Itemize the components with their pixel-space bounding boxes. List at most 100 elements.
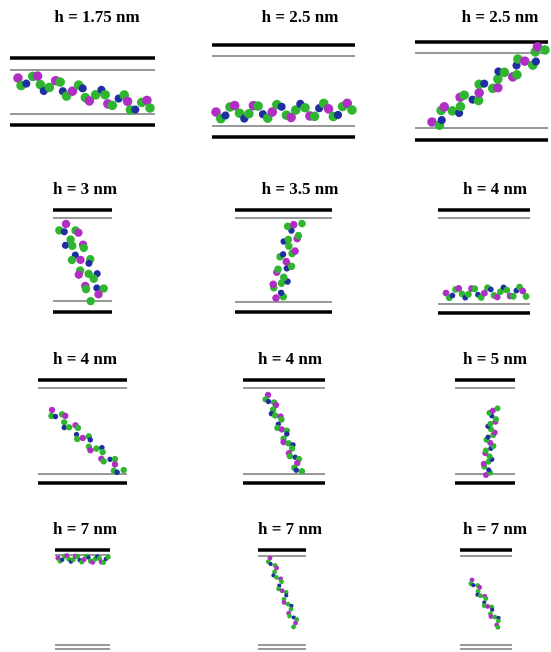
bead [295, 232, 303, 240]
bead [500, 68, 510, 78]
bead [269, 562, 273, 566]
bead [93, 445, 99, 451]
bead [484, 596, 489, 601]
bead [532, 57, 540, 65]
panel-label: h = 7 nm [463, 519, 527, 538]
bead [145, 103, 155, 113]
bead [486, 467, 491, 472]
bead [274, 265, 282, 273]
bead [253, 101, 263, 111]
bead [75, 270, 83, 278]
bead [94, 290, 102, 298]
bead [456, 102, 466, 112]
bead [512, 70, 522, 80]
bead [310, 112, 320, 122]
panel-label: h = 3.5 nm [262, 179, 339, 198]
bead [62, 220, 70, 228]
bead [66, 424, 72, 430]
bead [290, 221, 298, 229]
bead [287, 453, 293, 459]
bead [465, 291, 472, 298]
bead [266, 399, 271, 404]
bead [480, 80, 488, 88]
panel: h = 7 nm [258, 519, 322, 649]
bead [99, 449, 105, 455]
figure: h = 1.75 nm h = 2.5 nm h = 2.5 nm h = 3 … [0, 0, 551, 652]
bead [90, 275, 98, 283]
bead [80, 435, 86, 441]
bead [279, 579, 284, 584]
bead [101, 458, 107, 464]
bead [75, 425, 81, 431]
bead [300, 103, 310, 113]
bead [76, 256, 84, 264]
bead [280, 251, 286, 257]
panel-label: h = 2.5 nm [462, 7, 539, 26]
bead [478, 593, 483, 598]
bead [272, 294, 280, 302]
bead [495, 405, 501, 411]
panel-label: h = 5 nm [463, 349, 527, 368]
bead [503, 287, 510, 294]
bead [284, 593, 288, 597]
bead [450, 293, 456, 299]
bead [55, 77, 65, 87]
bead [540, 45, 550, 55]
bead [49, 407, 55, 413]
panel-label: h = 1.75 nm [54, 7, 139, 26]
bead [294, 467, 299, 472]
bead [283, 258, 291, 266]
bead [61, 419, 67, 425]
bead [106, 554, 111, 559]
bead [121, 467, 127, 473]
bead [88, 437, 93, 442]
bead [244, 109, 254, 119]
bead [112, 461, 118, 467]
bead [278, 103, 286, 111]
bead [459, 90, 469, 100]
panel-label: h = 4 nm [463, 179, 527, 198]
bead [486, 435, 491, 440]
bead [22, 80, 30, 88]
bead [471, 285, 478, 292]
bead [79, 84, 87, 92]
bead [493, 83, 503, 93]
bead [280, 273, 288, 281]
bead [53, 414, 58, 419]
bead [347, 105, 357, 115]
bead [100, 90, 110, 100]
bead [285, 236, 293, 244]
bead [483, 448, 489, 454]
molecules [13, 42, 550, 630]
panel-label: h = 3 nm [53, 179, 117, 198]
bead [74, 436, 80, 442]
bead [33, 71, 43, 81]
bead [221, 111, 229, 119]
bead [61, 228, 68, 235]
panel-label: h = 2.5 nm [262, 7, 339, 26]
bead [488, 287, 494, 293]
bead [62, 413, 68, 419]
bead [85, 260, 92, 267]
bead [114, 470, 119, 475]
bead [291, 247, 299, 255]
panel-label: h = 4 nm [258, 349, 322, 368]
bead [490, 608, 494, 612]
bead [108, 101, 118, 111]
bead [68, 242, 76, 250]
panel-label: h = 7 nm [53, 519, 117, 538]
bead [123, 97, 133, 107]
bead [87, 447, 93, 453]
bead [471, 583, 475, 587]
bead [62, 242, 69, 249]
bead [82, 285, 90, 293]
bead [334, 111, 342, 119]
bead [510, 293, 517, 300]
bead [131, 106, 139, 114]
panel-label: h = 7 nm [258, 519, 322, 538]
panel: h = 4 nm [243, 349, 325, 483]
bead [274, 575, 279, 580]
bead [272, 412, 278, 418]
bead [493, 615, 498, 620]
bead [86, 297, 94, 305]
